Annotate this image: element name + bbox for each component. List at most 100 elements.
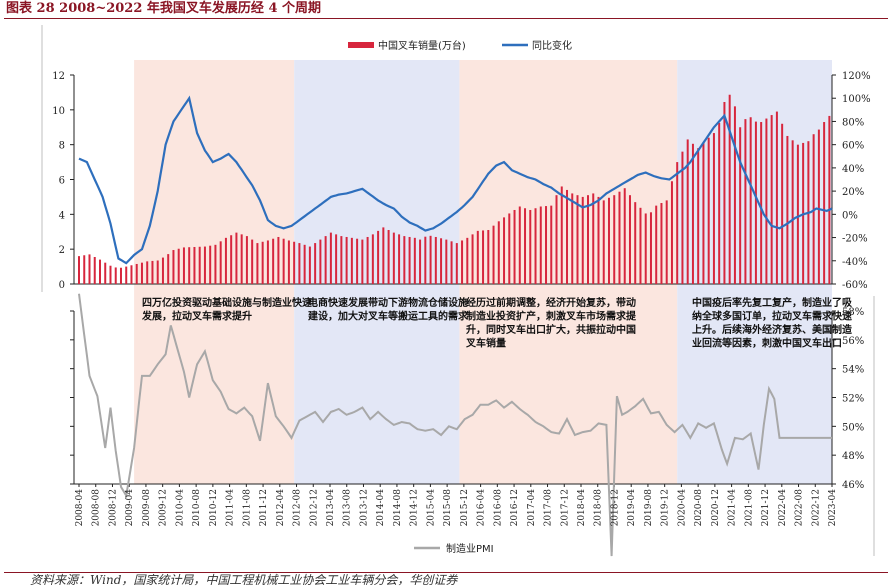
sales-bar (266, 240, 269, 284)
y-left-tick-label: 8 (59, 141, 65, 152)
sales-bar (487, 230, 490, 284)
sales-bar (104, 262, 107, 284)
x-tick-label: 2021-08 (744, 489, 754, 527)
sales-bar (98, 259, 101, 284)
sales-bar (702, 142, 705, 284)
x-tick-label: 2020-12 (711, 489, 721, 526)
x-tick-label: 2014-08 (393, 489, 403, 527)
sales-bar (781, 123, 784, 285)
sales-bar (791, 140, 794, 284)
sales-bar (566, 189, 569, 284)
sales-bar (450, 241, 453, 284)
x-tick-label: 2013-08 (343, 489, 353, 527)
sales-bar (676, 162, 679, 284)
sales-bar (293, 241, 296, 284)
sales-bar (539, 206, 542, 284)
x-tick-label: 2017-08 (544, 489, 554, 527)
sales-bar (308, 246, 311, 284)
sales-bar (681, 151, 684, 284)
sales-bar (398, 234, 401, 284)
x-tick-label: 2013-12 (359, 489, 369, 526)
phase-annotation-2: 电商快速发展带动下游物流仓储设施建设，加大对叉车等搬运工具的需求 (307, 296, 469, 323)
x-tick-label: 2018-08 (594, 489, 604, 527)
x-tick-label: 2020-04 (677, 489, 687, 527)
sales-bar (586, 195, 589, 284)
sales-bar (83, 255, 86, 284)
sales-bar (109, 265, 112, 284)
sales-bar (403, 236, 406, 284)
sales-bar (209, 245, 212, 284)
x-tick-label: 2021-04 (728, 489, 738, 527)
sales-bar (828, 115, 831, 284)
sales-bar (440, 238, 443, 284)
phase-annotation-1: 四万亿投资驱动基础设施与制造业快速发展，拉动叉车需求提升 (141, 296, 312, 323)
sales-bar (597, 196, 600, 284)
sales-bar (817, 129, 820, 284)
y-right-tick-label: -40% (842, 257, 868, 268)
text-layer: 0 2 4 6 8 10 12 -60% -40% -20% 0% 20% 40% 60% 80% 100% 1… (52, 39, 870, 555)
sales-bar (413, 237, 416, 284)
sales-bar (219, 241, 222, 284)
sales-bar (712, 133, 715, 284)
sales-bar (471, 234, 474, 284)
sales-bar (235, 232, 238, 284)
sales-bar (466, 237, 469, 284)
pmi-tick-label: 52% (842, 394, 864, 405)
x-tick-label: 2023-04 (828, 489, 838, 527)
x-tick-label: 2016-12 (510, 489, 520, 526)
x-tick-label: 2014-12 (410, 489, 420, 526)
sales-bar (146, 261, 149, 284)
sales-bar (366, 236, 369, 284)
sales-bar (513, 209, 516, 284)
sales-bar (272, 238, 275, 284)
x-tick-label: 2019-12 (661, 489, 671, 526)
sales-bar (350, 237, 353, 284)
y-right-tick-label: 60% (842, 141, 864, 152)
pmi-line-layer (78, 293, 832, 557)
sales-bar (387, 230, 390, 284)
sales-bar (550, 205, 553, 284)
sales-bar (733, 106, 736, 284)
sales-bar (760, 122, 763, 285)
sales-bar (623, 188, 626, 284)
sales-bar (188, 247, 191, 284)
title-rule (4, 18, 888, 19)
sales-bar (686, 139, 689, 284)
x-tick-label: 2013-04 (326, 489, 336, 527)
y-left-tick-label: 0 (59, 280, 65, 291)
sales-bar (277, 236, 280, 284)
sales-bar (93, 257, 96, 284)
legend-label-pmi: 制造业PMI (446, 542, 494, 555)
sales-bar (697, 148, 700, 284)
x-tick-label: 2017-12 (560, 489, 570, 526)
sales-bar (576, 195, 579, 284)
sales-bar (335, 234, 338, 284)
sales-bar (775, 111, 778, 284)
sales-bar (796, 144, 799, 284)
sales-bar (140, 262, 143, 284)
sales-bar (424, 236, 427, 284)
x-tick-label: 2016-08 (493, 489, 503, 527)
sales-bar (445, 239, 448, 284)
x-tick-label: 2022-12 (811, 489, 821, 526)
sales-bar (545, 206, 548, 284)
sales-bar (739, 127, 742, 284)
sales-bar (639, 207, 642, 284)
phase-annotation-4: 中国疫后率先复工复产，制造业了吸纳全球多国订单，拉动叉车需求快速上升。后续海外经… (692, 296, 853, 350)
x-tick-label: 2014-04 (376, 489, 386, 527)
sales-bar (602, 200, 605, 284)
x-tick-label: 2019-08 (644, 489, 654, 527)
sales-bar (167, 254, 170, 284)
y-right-tick-label: -60% (842, 280, 868, 291)
x-tick-label: 2015-08 (443, 489, 453, 527)
x-tick-label: 2015-04 (426, 489, 436, 527)
legend-swatch-sales (348, 42, 374, 48)
sales-bar (151, 260, 154, 284)
sales-bar (245, 236, 248, 284)
sales-bar (319, 239, 322, 284)
source-note: 资料来源：Wind，国家统计局，中国工程机械工业协会工业车辆分会，华创证券 (30, 573, 458, 587)
sales-bar (303, 244, 306, 284)
sales-bar (607, 197, 610, 284)
x-tick-label: 2009-08 (142, 489, 152, 527)
phase-annotation-3: 经历过前期调整，经济开始复苏，带动制造业投资扩产，刺激叉车市场需求提升，同时叉车… (465, 296, 637, 350)
